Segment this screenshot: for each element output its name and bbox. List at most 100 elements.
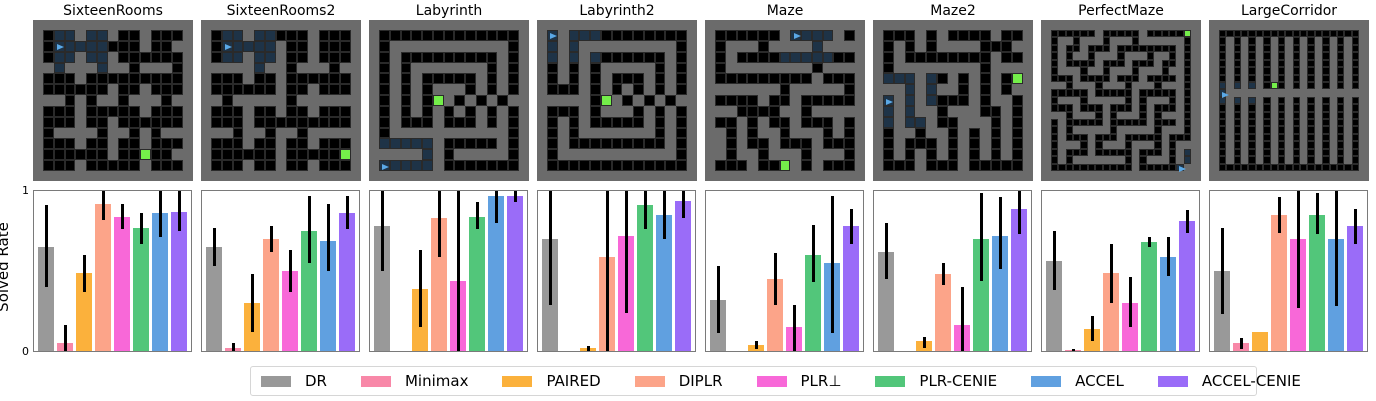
maze-cell-floor (1124, 119, 1133, 127)
error-bar (792, 304, 796, 351)
maze-cell-floor (118, 116, 130, 128)
maze-cell-wall (1285, 96, 1293, 105)
maze-cell-wall (432, 160, 444, 171)
maze-cell-floor (422, 73, 433, 85)
maze-cell-floor (497, 95, 509, 106)
maze-cell-wall (1241, 119, 1249, 127)
maze-cell-floor (665, 160, 677, 171)
maze-cell-wall (422, 62, 433, 74)
maze-cell-wall (1314, 119, 1323, 127)
maze-cell-floor (1322, 119, 1330, 127)
maze-cell-wall (1241, 156, 1249, 164)
maze-cell-floor (1117, 52, 1125, 60)
maze-cell-floor (969, 30, 980, 41)
maze-cell-wall (801, 84, 812, 96)
maze-cell-floor (1124, 104, 1133, 112)
maze-cell-floor (379, 73, 390, 85)
maze-cell-floor (1351, 133, 1359, 142)
maze-cell-wall (1139, 74, 1147, 82)
maze-cell-wall (1109, 81, 1118, 90)
maze-cell-wall (643, 62, 655, 74)
maze-cell-wall (779, 105, 791, 117)
maze-cell-floor (801, 95, 812, 106)
maze-cell-wall (443, 127, 455, 139)
maze-cell-wall (1226, 119, 1234, 127)
maze-cell-wall (1012, 40, 1023, 52)
maze-cell-floor (1248, 44, 1256, 53)
maze-cell-visible (53, 30, 65, 41)
maze-cell-wall (926, 105, 937, 117)
maze-cell-wall (1102, 81, 1110, 90)
goal-square-icon (1012, 73, 1023, 85)
maze-cell-wall (1117, 133, 1125, 142)
bar-accel-cenie (1347, 226, 1363, 351)
maze-cell-wall (1132, 81, 1140, 90)
maze-cell-floor (736, 30, 748, 41)
maze-cell-floor (758, 160, 769, 171)
maze-cell-floor (465, 73, 476, 85)
maze-cell-wall (947, 105, 959, 117)
maze-cell-wall (1344, 89, 1352, 97)
maze-cell-wall (758, 127, 769, 139)
maze-cell-floor (211, 160, 222, 171)
maze-cell-floor (947, 51, 959, 63)
maze-cell-floor (1322, 156, 1330, 164)
maze-cell-floor (497, 30, 509, 41)
maze-cell-floor (43, 138, 54, 150)
maze-cell-wall (915, 62, 927, 74)
maze-cell-floor (1307, 141, 1315, 149)
maze-cell-floor (307, 149, 319, 161)
maze-cell-floor (1087, 30, 1096, 38)
maze-cell-wall (811, 105, 823, 117)
bar-plr-cenie (637, 205, 653, 351)
maze-cell-wall (1087, 133, 1096, 142)
maze-cell-wall (1314, 148, 1323, 157)
maze-cell-floor (1219, 104, 1227, 112)
maze-cell-wall (1132, 148, 1140, 157)
maze-cell-floor (990, 138, 1002, 150)
maze-cell-floor (118, 73, 130, 85)
maze-cell-floor (676, 127, 687, 139)
maze-cell-floor (86, 84, 97, 96)
maze-cell-floor (1124, 81, 1133, 90)
maze-cell-wall (1001, 95, 1013, 106)
maze-cell-floor (297, 149, 308, 161)
maze-cell-floor (1080, 67, 1088, 75)
maze-cell-wall (465, 149, 476, 161)
maze-cell-wall (1132, 52, 1140, 60)
maze-cell-wall (747, 62, 759, 74)
maze-cell-wall (307, 95, 319, 106)
maze-cell-wall (811, 73, 823, 85)
maze-cell-visible (64, 30, 76, 41)
maze-cell-wall (411, 127, 423, 139)
maze-cell-wall (779, 30, 791, 41)
agent-arrow-icon (1176, 163, 1187, 173)
maze-cell-wall (654, 149, 666, 161)
maze-cell-floor (1314, 163, 1323, 171)
maze-cell-wall (1270, 111, 1278, 120)
maze-cell-visible (811, 30, 823, 41)
maze-cell-floor (1080, 148, 1088, 157)
maze-cell-floor (779, 116, 791, 128)
maze-cell-floor (211, 84, 222, 96)
maze-cell-wall (1058, 111, 1066, 120)
maze-cell-wall (411, 95, 423, 106)
maze-cell-floor (936, 51, 948, 63)
maze-cell-floor (1065, 104, 1074, 112)
maze-cell-wall (475, 62, 487, 74)
maze-cell-wall (611, 105, 623, 117)
maze-cell-floor (1336, 81, 1345, 90)
maze-cell-floor (443, 105, 455, 117)
maze-cell-floor (1292, 30, 1301, 38)
maze-cell-floor (1351, 81, 1359, 90)
maze-cell-wall (118, 127, 130, 139)
error-bar (624, 191, 628, 313)
maze-cell-wall (454, 40, 466, 52)
maze-cell-floor (1051, 37, 1059, 45)
error-bar (63, 325, 67, 351)
maze-cell-floor (1248, 126, 1256, 134)
maze-cell-wall (568, 149, 580, 161)
maze-cell-floor (1277, 67, 1286, 75)
maze-cell-wall (801, 40, 812, 52)
maze-cell-wall (633, 149, 644, 161)
